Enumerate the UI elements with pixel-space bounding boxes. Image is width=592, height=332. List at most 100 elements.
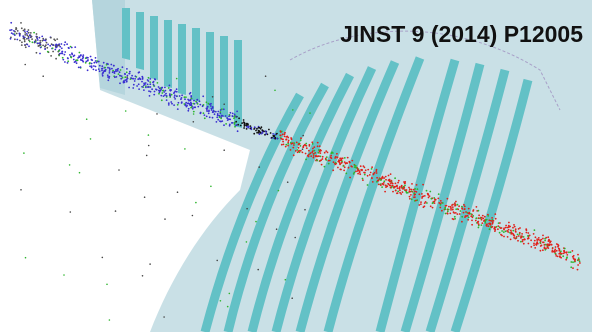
hit xyxy=(312,143,314,145)
hit xyxy=(345,162,347,164)
hit xyxy=(284,133,286,135)
hit xyxy=(410,194,412,196)
hit xyxy=(220,118,222,120)
hit xyxy=(32,41,34,43)
hit xyxy=(555,246,557,248)
hit xyxy=(312,148,314,150)
hit xyxy=(95,66,97,68)
hit xyxy=(414,194,416,196)
hit xyxy=(56,38,58,40)
hit xyxy=(417,188,419,190)
hit xyxy=(349,162,351,164)
hit xyxy=(420,203,422,205)
hit xyxy=(396,185,398,187)
hit xyxy=(96,62,98,64)
hit xyxy=(367,175,369,177)
hit xyxy=(248,127,250,129)
hit xyxy=(21,27,23,29)
hit xyxy=(271,137,273,139)
hit xyxy=(505,230,507,232)
hit xyxy=(397,192,399,194)
hit xyxy=(572,261,574,263)
hit xyxy=(320,156,322,158)
hit xyxy=(409,196,411,198)
hit xyxy=(319,145,321,147)
hit xyxy=(429,191,431,193)
hit xyxy=(478,223,480,225)
hit xyxy=(255,130,257,132)
hit xyxy=(570,251,572,253)
hit xyxy=(371,178,373,180)
hit xyxy=(17,30,19,32)
hit xyxy=(520,241,522,243)
hit xyxy=(292,142,294,144)
hit xyxy=(80,59,82,61)
hit xyxy=(176,95,178,97)
hit xyxy=(241,122,243,124)
hit xyxy=(381,183,383,185)
hit xyxy=(109,72,111,74)
hit xyxy=(148,134,150,136)
hit xyxy=(216,121,218,123)
hit xyxy=(206,101,208,103)
hit xyxy=(219,111,221,113)
hit xyxy=(310,152,312,154)
hit xyxy=(185,102,187,104)
hit xyxy=(145,87,147,89)
hit xyxy=(283,144,285,146)
hit xyxy=(188,100,190,102)
hit xyxy=(188,108,190,110)
hit xyxy=(104,67,106,69)
hit xyxy=(265,130,267,132)
hit xyxy=(447,211,449,213)
hit xyxy=(291,138,293,140)
hit xyxy=(23,38,25,40)
hit xyxy=(467,219,469,221)
hit xyxy=(146,155,148,157)
hit xyxy=(39,40,41,42)
hit xyxy=(501,235,503,237)
hit xyxy=(64,51,66,53)
hit xyxy=(287,137,289,139)
hit xyxy=(236,111,238,113)
hit xyxy=(513,234,515,236)
hit xyxy=(337,161,339,163)
hit xyxy=(132,78,134,80)
hit xyxy=(316,159,318,161)
hit xyxy=(547,236,549,238)
hit xyxy=(229,124,231,126)
hit xyxy=(58,54,60,56)
hit xyxy=(390,185,392,187)
hit xyxy=(281,144,283,146)
hit xyxy=(476,217,478,219)
hit xyxy=(544,240,546,242)
hit xyxy=(278,190,280,192)
hit xyxy=(203,112,205,114)
hit xyxy=(457,204,459,206)
hit xyxy=(159,90,161,92)
hit xyxy=(90,56,92,58)
hit xyxy=(441,210,443,212)
hit xyxy=(403,186,405,188)
hit xyxy=(406,189,408,191)
hit xyxy=(211,108,213,110)
hit xyxy=(185,96,187,98)
hit xyxy=(213,111,215,113)
hit xyxy=(487,225,489,227)
hit xyxy=(52,51,54,53)
hit xyxy=(360,165,362,167)
hit xyxy=(128,87,130,89)
hit xyxy=(147,79,149,81)
hit xyxy=(552,247,554,249)
hit xyxy=(378,184,380,186)
hit xyxy=(415,200,417,202)
hit xyxy=(451,204,453,206)
hit xyxy=(12,33,14,35)
hit xyxy=(517,240,519,242)
hit xyxy=(35,39,37,41)
hit xyxy=(204,114,206,116)
hit xyxy=(197,103,199,105)
hit xyxy=(86,118,88,120)
hit xyxy=(47,51,49,53)
hit xyxy=(91,59,93,61)
